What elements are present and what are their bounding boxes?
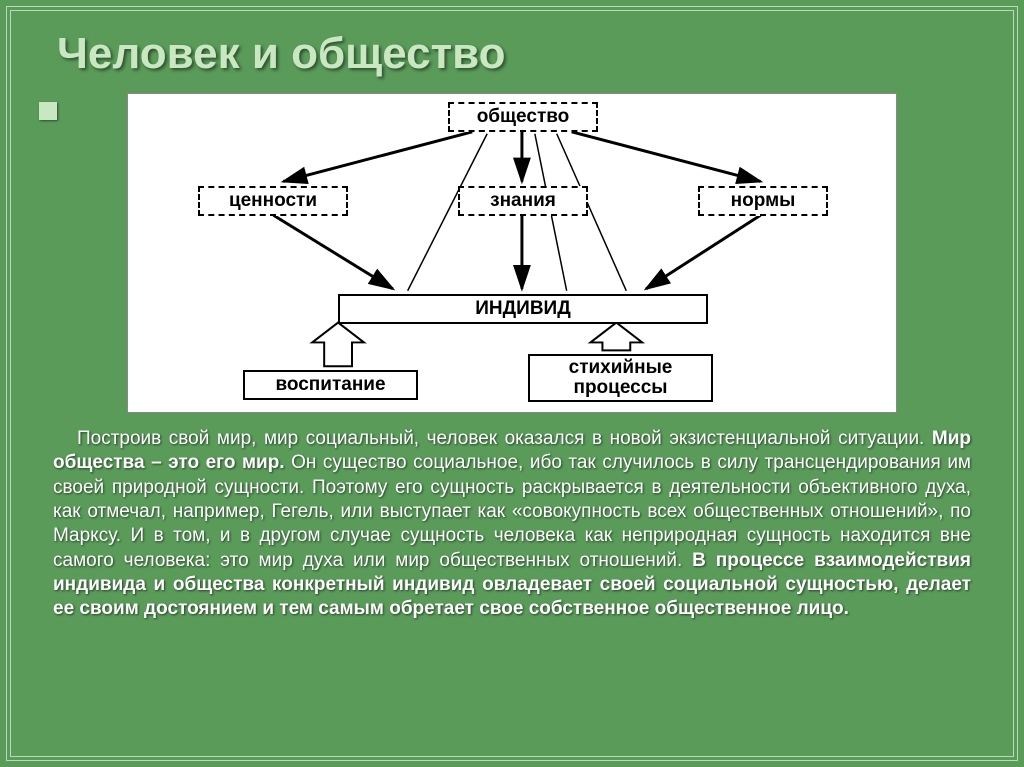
node-norms: нормы — [698, 186, 828, 216]
body-text-a: Построив свой мир, мир социальный, челов… — [77, 428, 932, 449]
node-values: ценности — [198, 186, 348, 216]
diagram-arrows — [128, 94, 896, 412]
diagram: общество ценности знания нормы ИНДИВИД в… — [127, 93, 897, 413]
bullet-icon — [39, 102, 57, 120]
body-paragraph: Построив свой мир, мир социальный, челов… — [53, 427, 971, 622]
node-vospitanie: воспитание — [243, 370, 418, 400]
node-knowledge: знания — [458, 186, 588, 216]
node-stihiynye-label: стихийные процессы — [569, 357, 673, 398]
slide-content: Человек и общество общество — [10, 10, 1014, 757]
node-individ: ИНДИВИД — [338, 294, 708, 324]
slide-title: Человек и общество — [57, 29, 971, 79]
node-society: общество — [448, 102, 598, 132]
node-stihiynye: стихийные процессы — [528, 354, 713, 402]
